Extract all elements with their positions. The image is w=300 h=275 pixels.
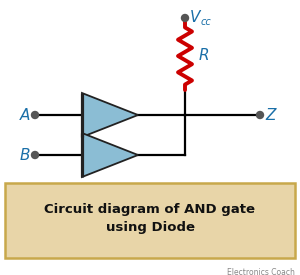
Text: A: A — [20, 108, 30, 122]
Polygon shape — [82, 133, 138, 177]
Circle shape — [256, 111, 263, 119]
Circle shape — [182, 15, 188, 21]
Text: Electronics Coach: Electronics Coach — [227, 268, 295, 275]
Text: V: V — [190, 10, 200, 26]
Circle shape — [32, 152, 38, 158]
FancyBboxPatch shape — [5, 183, 295, 258]
Text: cc: cc — [201, 17, 212, 27]
Text: Z: Z — [265, 108, 275, 122]
Polygon shape — [82, 93, 138, 137]
Text: Circuit diagram of AND gate
using Diode: Circuit diagram of AND gate using Diode — [44, 202, 256, 235]
Text: B: B — [20, 147, 30, 163]
Text: R: R — [199, 48, 210, 64]
Circle shape — [32, 111, 38, 119]
